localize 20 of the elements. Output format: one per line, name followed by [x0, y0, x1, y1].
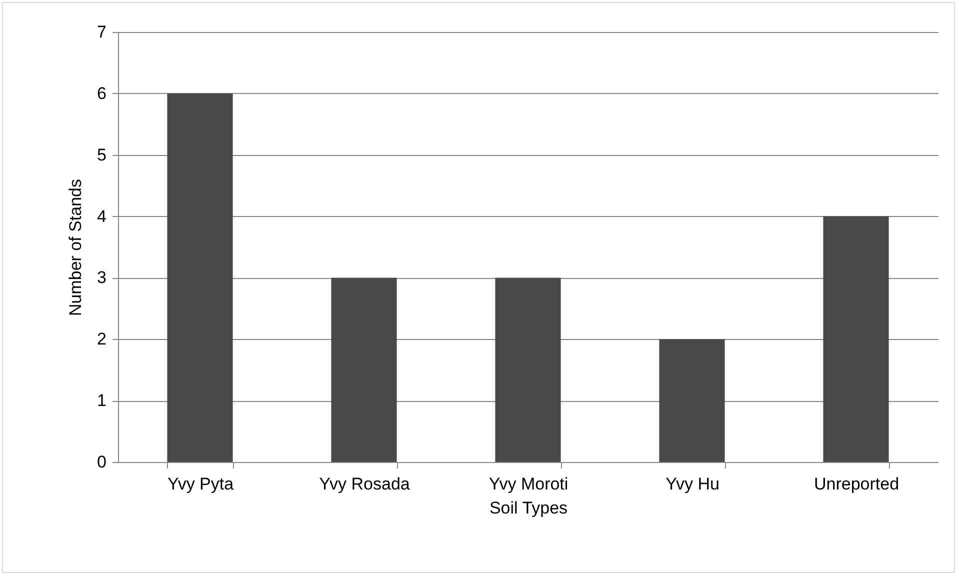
y-tick-label: 3: [97, 268, 106, 288]
bar: [331, 278, 397, 462]
bar: [823, 216, 889, 462]
bar: [167, 93, 233, 462]
x-axis-title: Soil Types: [489, 498, 568, 518]
y-tick-label: 2: [97, 330, 106, 349]
y-axis-title: Number of Stands: [66, 178, 86, 316]
x-tick-label: Yvy Rosada: [319, 474, 410, 494]
y-tick-label: 6: [97, 84, 106, 103]
y-tick-label: 5: [97, 145, 106, 164]
bar: [495, 278, 561, 462]
x-tick-label: Yvy Hu: [666, 474, 720, 494]
x-tick-label: Yvy Pyta: [167, 474, 234, 494]
y-tick-label: 4: [97, 206, 106, 226]
y-tick-label: 1: [97, 391, 106, 410]
x-tick-label: Unreported: [814, 474, 900, 494]
bar: [659, 339, 725, 462]
x-tick-label: Yvy Moroti: [488, 474, 568, 494]
y-tick-label: 0: [97, 452, 106, 472]
y-tick-label: 7: [97, 22, 106, 42]
